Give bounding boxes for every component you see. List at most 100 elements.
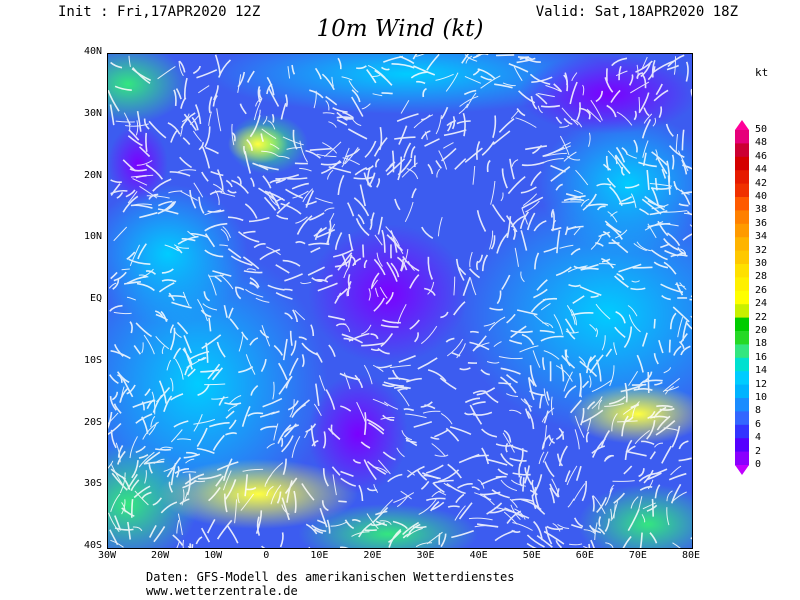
wind-streak (621, 415, 629, 437)
wind-streak (686, 210, 692, 216)
wind-streak (201, 146, 211, 169)
wind-streak (403, 408, 415, 412)
wind-streak (284, 312, 293, 320)
wind-streak (328, 121, 337, 128)
wind-streak (201, 171, 209, 182)
wind-streak (161, 268, 174, 274)
wind-streak (113, 271, 127, 282)
wind-streak (170, 462, 177, 486)
legend-swatch (735, 223, 749, 238)
wind-streak (660, 283, 684, 293)
wind-streak (328, 344, 336, 357)
wind-streak (641, 119, 652, 139)
wind-streak (505, 215, 518, 233)
wind-streak (376, 364, 393, 369)
wind-streak (590, 99, 603, 121)
wind-streak (174, 358, 184, 380)
wind-streak (580, 267, 599, 271)
wind-streak (128, 129, 140, 141)
wind-streak (154, 310, 164, 318)
wind-streak (200, 527, 211, 543)
wind-streak (249, 337, 259, 346)
wind-streak (359, 184, 366, 207)
wind-streak (652, 117, 657, 127)
wind-streak (492, 130, 511, 146)
wind-streak (605, 223, 623, 240)
wind-streak (173, 420, 189, 428)
wind-streak (356, 65, 367, 70)
wind-streak (378, 126, 383, 151)
wind-streak (187, 545, 191, 548)
wind-streak (174, 468, 190, 474)
wind-streak (636, 241, 652, 252)
wind-streak (325, 389, 336, 410)
wind-streak (177, 438, 192, 441)
wind-streak (289, 330, 293, 346)
wind-streak (407, 469, 415, 476)
wind-streak (241, 405, 251, 427)
wind-streak (361, 103, 371, 110)
wind-streak (366, 69, 377, 84)
wind-streak (169, 324, 175, 334)
wind-streak (393, 386, 411, 390)
wind-streak (656, 405, 673, 408)
wind-streak (550, 164, 566, 173)
wind-streak (564, 470, 571, 483)
wind-streak (663, 427, 679, 431)
wind-streak (467, 454, 489, 460)
wind-streak (510, 325, 527, 339)
wind-streak (677, 317, 684, 338)
wind-streak (565, 349, 569, 358)
wind-streak (364, 140, 377, 158)
wind-streak (242, 256, 260, 270)
wind-streak (270, 484, 282, 505)
wind-streak (559, 124, 570, 128)
wind-streak (253, 98, 263, 121)
wind-streak (276, 201, 291, 215)
wind-streak (514, 508, 526, 520)
wind-streak (122, 159, 137, 172)
wind-streak (128, 55, 131, 67)
wind-streak (680, 248, 687, 256)
wind-streak (313, 226, 328, 237)
wind-streak (582, 193, 597, 211)
wind-streak (427, 163, 434, 175)
wind-streak (604, 77, 614, 93)
wind-streak (457, 483, 473, 489)
wind-streak (468, 517, 493, 521)
wind-streak (407, 260, 415, 272)
wind-streak (315, 197, 333, 204)
wind-streak (143, 460, 165, 465)
wind-streak (413, 114, 434, 129)
wind-streak (575, 465, 582, 481)
wind-streak (179, 156, 193, 169)
wind-streak (405, 413, 427, 419)
wind-streak (543, 246, 557, 253)
wind-streak (529, 390, 545, 396)
wind-streak (256, 516, 261, 536)
wind-streak (559, 244, 574, 249)
wind-streak (643, 379, 663, 383)
wind-streak (530, 95, 538, 110)
wind-streak (639, 532, 643, 548)
wind-streak (370, 521, 385, 526)
wind-streak (540, 302, 551, 311)
wind-streak (366, 418, 385, 432)
wind-streak (427, 281, 435, 295)
wind-streak (338, 500, 347, 503)
wind-streak (295, 241, 306, 245)
wind-streak (161, 345, 165, 355)
wind-streak (555, 365, 573, 382)
legend-level-label: 24 (755, 298, 768, 310)
wind-streak (197, 299, 208, 322)
wind-streak (313, 90, 317, 109)
wind-streak (296, 215, 313, 235)
wind-streak (476, 387, 496, 396)
wind-streak (363, 172, 373, 188)
lat-tick: 30S (83, 478, 102, 490)
wind-streak (130, 479, 140, 491)
wind-streak (132, 399, 156, 409)
wind-streak (377, 216, 383, 235)
wind-streak (647, 66, 656, 81)
wind-streak (214, 276, 223, 283)
